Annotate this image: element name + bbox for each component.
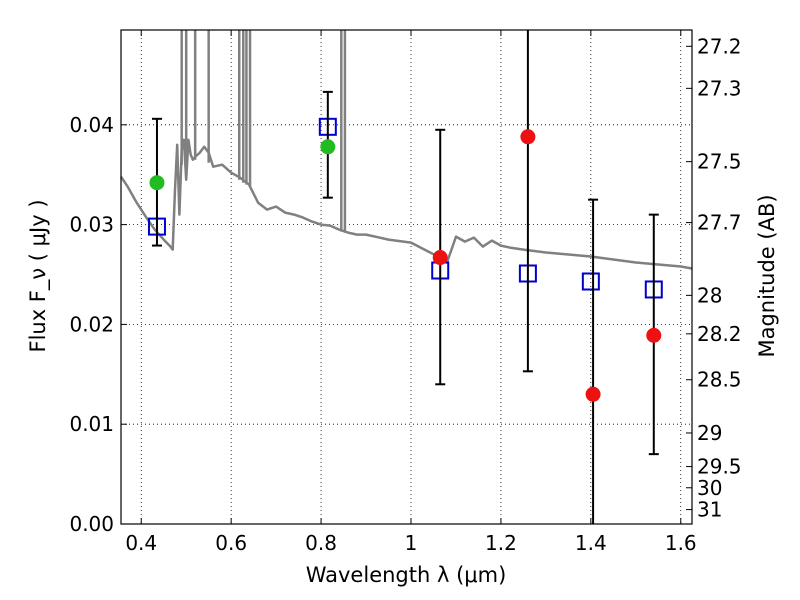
model-spectrum-line xyxy=(119,138,693,270)
right-tick-label: 29.5 xyxy=(697,455,742,479)
y-tick-label: 0.01 xyxy=(69,412,114,436)
right-tick-label: 28 xyxy=(697,283,722,307)
right-tick-label: 31 xyxy=(697,498,722,522)
x-tick-label: 1 xyxy=(405,531,418,555)
x-tick-label: 0.4 xyxy=(125,531,157,555)
y-axis-label-left: Flux F_ν ( μJy ) xyxy=(26,199,51,352)
x-tick-label: 0.8 xyxy=(305,531,337,555)
observed-point-red xyxy=(646,327,662,343)
right-tick-label: 27.3 xyxy=(697,76,742,100)
y-tick-label: 0.03 xyxy=(69,213,114,237)
right-tick-label: 27.5 xyxy=(697,150,742,174)
right-tick-label: 27.7 xyxy=(697,211,742,235)
right-tick-label: 29 xyxy=(697,421,722,445)
y-tick-label: 0.04 xyxy=(69,113,114,137)
right-tick-label: 27.2 xyxy=(697,34,742,58)
y-tick-label: 0.02 xyxy=(69,312,114,336)
plot-frame xyxy=(120,29,693,525)
gridlines xyxy=(121,30,692,524)
right-tick-label: 28.5 xyxy=(697,368,742,392)
x-tick-label: 1.4 xyxy=(575,531,607,555)
x-tick-label: 0.6 xyxy=(215,531,247,555)
model-photometry-square xyxy=(581,272,600,291)
right-tick-label: 30 xyxy=(697,476,722,500)
observed-point-green xyxy=(320,139,336,155)
y-axis-left: 0.00 0.01 0.02 0.03 0.04 xyxy=(69,113,127,536)
x-tick-label: 1.2 xyxy=(485,531,517,555)
y-tick-label: 0.00 xyxy=(69,512,114,536)
x-tick-label: 1.6 xyxy=(665,531,697,555)
y-axis-label-right: Magnitude (AB) xyxy=(755,194,779,357)
x-axis: 0.4 0.6 0.8 1 1.2 1.4 1.6 xyxy=(125,30,697,555)
observed-point-red xyxy=(585,386,601,402)
observed-point-red xyxy=(432,250,448,266)
observed-point-green xyxy=(149,175,165,191)
x-axis-label: Wavelength λ (μm) xyxy=(306,563,507,587)
right-tick-label: 28.2 xyxy=(697,322,742,346)
plot-data xyxy=(119,30,693,524)
observed-point-red xyxy=(520,129,536,145)
